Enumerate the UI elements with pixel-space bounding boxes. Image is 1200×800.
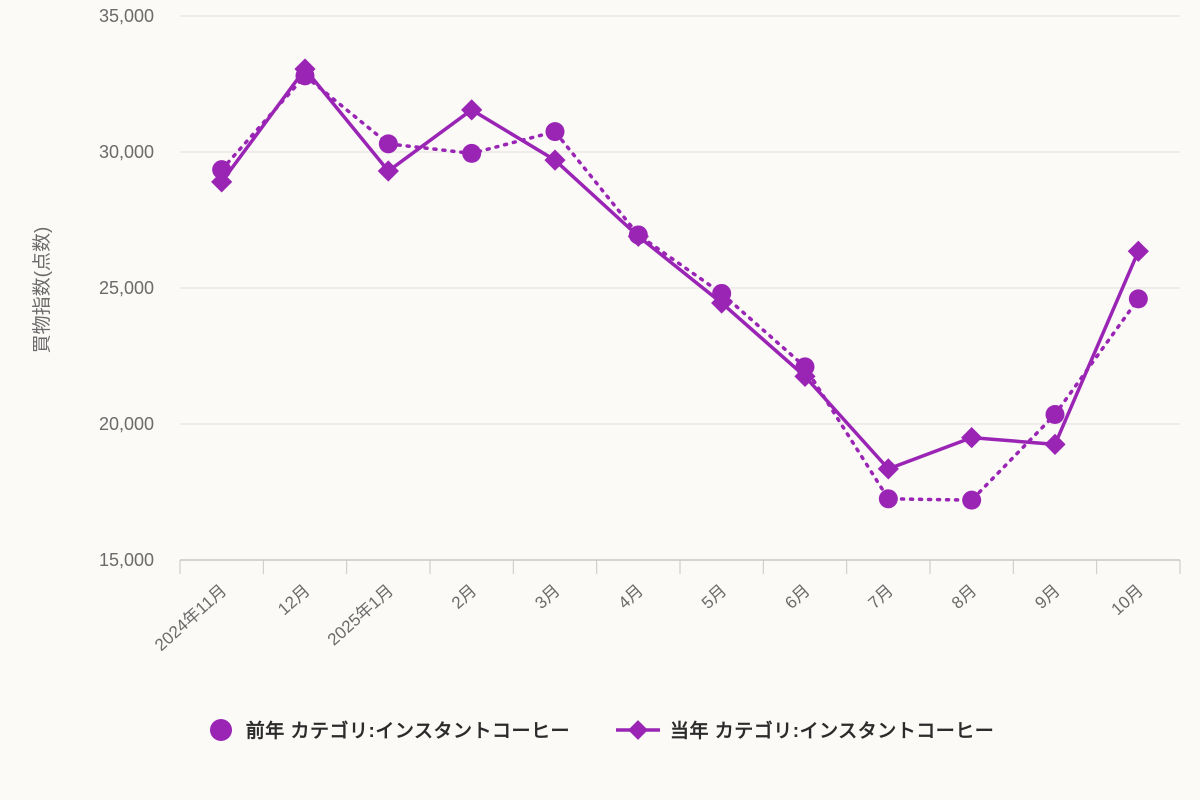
series-line xyxy=(220,67,1140,471)
chart-canvas: 買物指数(点数) 15,000 20,000 25,000 30,000 35,000 2… xyxy=(31,6,1181,655)
data-point-marker xyxy=(961,426,983,449)
data-point-marker xyxy=(462,143,482,163)
y-tick-label: 15,000 xyxy=(99,550,154,570)
y-tick-label: 25,000 xyxy=(99,278,154,298)
legend-item-current-year[interactable]: 当年 カテゴリ:インスタントコーヒー xyxy=(616,716,994,743)
data-point-marker xyxy=(711,292,733,314)
x-tick-label: 7月 xyxy=(865,581,897,613)
circle-marker-icon xyxy=(209,718,232,741)
data-point-marker xyxy=(794,365,816,388)
chart-legend: 前年 カテゴリ:インスタントコーヒー 当年 カテゴリ:インスタントコーヒー xyxy=(0,716,1200,743)
legend-label-previous-year: 前年 カテゴリ:インスタントコーヒー xyxy=(245,721,570,742)
x-tick-label: 5月 xyxy=(698,581,730,613)
data-point-marker xyxy=(1044,433,1066,456)
x-tick-label: 6月 xyxy=(781,581,813,613)
series-line xyxy=(219,74,1141,502)
x-tick-label: 8月 xyxy=(948,581,980,613)
legend-label-current-year: 当年 カテゴリ:インスタントコーヒー xyxy=(670,721,995,742)
data-point-marker xyxy=(545,122,565,142)
data-point-marker xyxy=(378,134,398,154)
data-point-marker xyxy=(878,489,898,509)
data-point-marker xyxy=(211,171,233,193)
x-tick-label: 12月 xyxy=(274,581,313,619)
legend-item-previous-year[interactable]: 前年 カテゴリ:インスタントコーヒー xyxy=(206,716,570,743)
data-point-marker xyxy=(627,225,649,247)
diamond-marker-icon xyxy=(616,719,660,740)
x-tick-label: 9月 xyxy=(1031,581,1063,613)
x-tick-label: 2024年11月 xyxy=(151,581,230,655)
data-point-marker xyxy=(544,149,566,171)
x-tick-label: 2月 xyxy=(448,581,480,613)
y-tick-label: 20,000 xyxy=(99,414,154,434)
x-tick-label: 10月 xyxy=(1108,581,1147,619)
y-tick-label: 35,000 xyxy=(99,6,154,26)
data-point-marker xyxy=(1127,240,1149,262)
y-tick-label: 30,000 xyxy=(99,142,154,162)
data-point-marker xyxy=(962,490,982,510)
x-tick-label: 2025年1月 xyxy=(324,581,397,650)
x-tick-label: 4月 xyxy=(615,581,647,613)
x-tick-label: 3月 xyxy=(531,581,563,613)
data-point-marker xyxy=(877,458,899,480)
data-point-marker xyxy=(1128,289,1148,309)
data-point-marker xyxy=(1045,404,1065,424)
y-axis-label: 買物指数(点数) xyxy=(31,227,53,354)
